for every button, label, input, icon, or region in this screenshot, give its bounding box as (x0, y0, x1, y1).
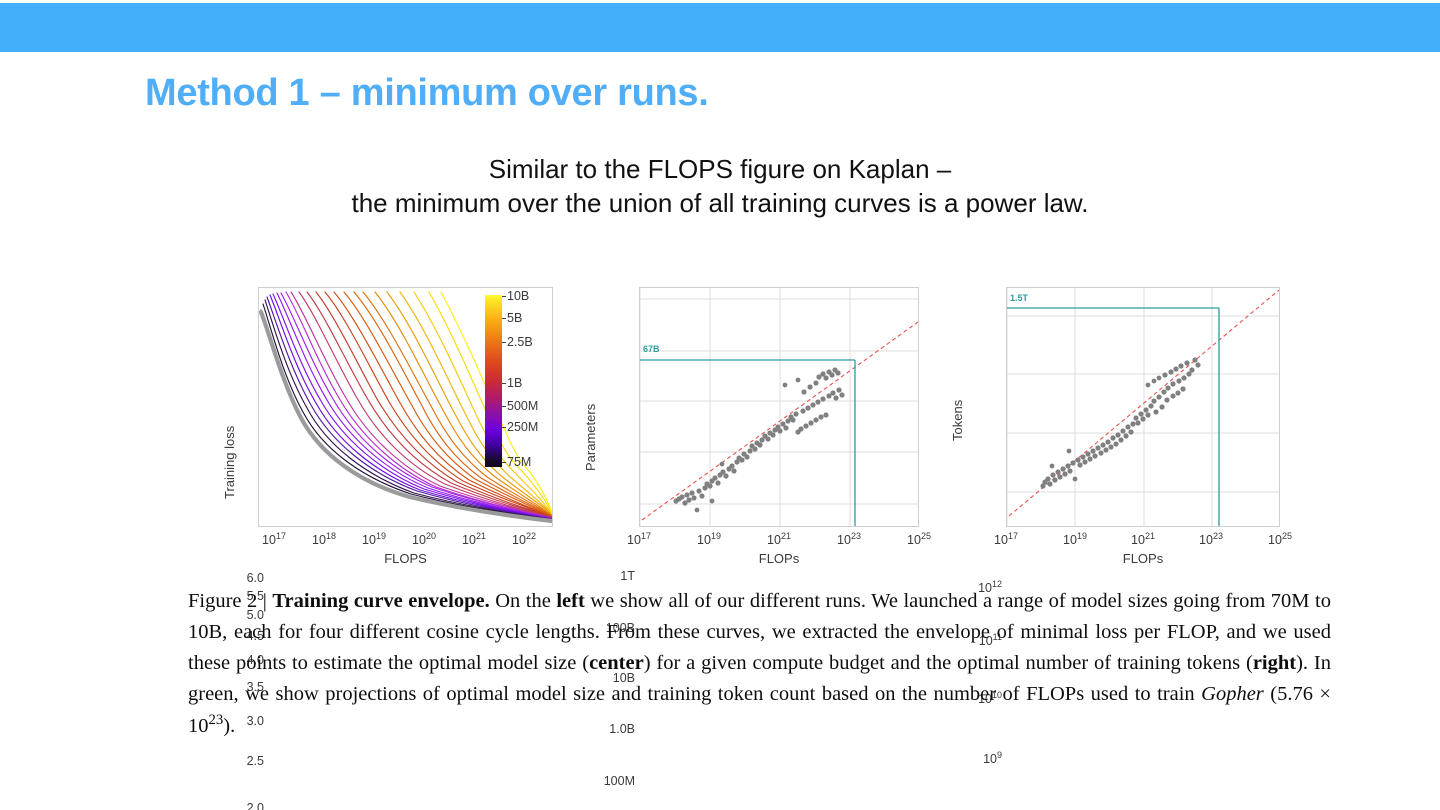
chart-right-xtick: 1023 (1199, 530, 1223, 547)
chart-center-xtick: 1025 (907, 530, 931, 547)
chart-center-ytick: 100B (605, 621, 635, 635)
chart-left-plot-area (258, 287, 553, 527)
caption-text-3: ) for a given compute budget and the opt… (643, 652, 1253, 675)
chart-right-xtick: 1025 (1268, 530, 1292, 547)
chart-right-xtick: 1019 (1063, 530, 1087, 547)
chart-left-ytick: 4.5 (246, 629, 264, 643)
caption-bold-title: Training curve envelope. (272, 590, 490, 612)
chart-right-projection (1007, 307, 1220, 526)
chart-right-projection-label: 1.5T (1010, 293, 1029, 303)
chart-left-xtick: 1019 (362, 530, 386, 547)
chart-center-ytick: 100M (603, 774, 635, 788)
caption-text-6: ). (223, 714, 236, 737)
chart-left-ytick: 4.0 (246, 653, 264, 667)
caption-text-2: we show all of our different runs. We la… (188, 590, 1331, 675)
chart-left-xtick: 1022 (512, 530, 536, 547)
colorbar-gradient (485, 295, 502, 467)
chart-left-ytick: 5.0 (246, 608, 264, 622)
chart-left-xtick: 1021 (462, 530, 486, 547)
subtitle-line-1: Similar to the FLOPS figure on Kaplan – (488, 154, 952, 184)
chart-right-plot-area (1006, 287, 1280, 527)
chart-left-training-loss: Training loss 6.0 5.5 5.0 4.5 4.0 3.5 3.… (208, 281, 560, 810)
chart-right-xlabel: FLOPs (1122, 551, 1164, 566)
chart-right-scatter (1040, 357, 1201, 489)
caption-text-5: (5.76 × 10 (188, 683, 1331, 737)
page-title: Method 1 – minimum over runs. (145, 72, 709, 114)
chart-left-xlabel: FLOPS (384, 551, 427, 566)
colorbar-tick: 10B (502, 289, 529, 303)
chart-left-ylabel: Training loss (222, 425, 237, 499)
subtitle: Similar to the FLOPS figure on Kaplan – … (0, 152, 1440, 221)
colorbar-tick: 2.5B (502, 335, 533, 349)
caption-exponent: 23 (208, 711, 224, 728)
caption-text-4: ). In green, we show projections of opti… (188, 652, 1332, 706)
chart-center-ytick: 10B (612, 671, 635, 685)
figure-caption: Figure 2 | Training curve envelope. On t… (188, 586, 1331, 742)
caption-text-1: On the (489, 590, 557, 612)
colorbar-tick: 5B (502, 311, 522, 325)
chart-right-ytick: 1012 (978, 578, 1002, 595)
chart-center-plot-area (639, 287, 919, 527)
chart-right-tokens: Tokens 1012 1011 1010 109 (940, 281, 1292, 766)
chart-center-xlabel: FLOPs (758, 551, 800, 566)
colorbar-tick: 500M (502, 399, 538, 413)
chart-left-svg (259, 291, 552, 524)
chart-left-xtick: 1017 (262, 530, 286, 547)
chart-right-xtick: 1021 (1131, 530, 1155, 547)
colorbar-tick: 250M (502, 420, 538, 434)
caption-prefix: Figure 2 | (188, 590, 273, 612)
chart-right-ylabel: Tokens (950, 399, 965, 441)
caption-bold-center: center (589, 652, 644, 675)
chart-left-ytick: 3.5 (246, 680, 264, 694)
chart-center-fit-line (641, 321, 918, 521)
subtitle-line-2: the minimum over the union of all traini… (351, 188, 1089, 219)
chart-left-envelope (259, 309, 552, 524)
chart-center-xtick: 1019 (697, 530, 721, 547)
chart-center-scatter (673, 367, 845, 513)
top-banner (0, 3, 1440, 52)
caption-italic-gopher: Gopher (1201, 683, 1264, 706)
chart-center-projection (640, 359, 856, 526)
colorbar-tick: 75M (502, 455, 531, 469)
chart-right-svg (1007, 288, 1279, 526)
caption-bold-right: right (1252, 652, 1297, 675)
chart-right-ytick: 1011 (978, 631, 1002, 648)
chart-center-ylabel: Parameters (583, 403, 598, 471)
chart-center-ytick: 1.0B (609, 722, 635, 736)
chart-left-ytick: 2.5 (246, 754, 264, 768)
chart-left-xtick: 1020 (412, 530, 436, 547)
chart-right-xtick: 1017 (994, 530, 1018, 547)
chart-left-ytick: 5.5 (246, 589, 264, 603)
chart-center-parameters: Parameters 1T 100B 10B 1.0B 100M (573, 281, 931, 788)
chart-left-ytick: 3.0 (246, 714, 264, 728)
chart-center-ytick: 1T (620, 569, 635, 583)
figure-2: Training loss 6.0 5.5 5.0 4.5 4.0 3.5 3.… (208, 281, 1292, 810)
chart-left-xtick: 1018 (312, 530, 336, 547)
chart-center-xtick: 1017 (627, 530, 651, 547)
chart-right-ytick: 109 (983, 749, 1002, 766)
chart-center-svg (640, 288, 918, 526)
colorbar-tick: 1B (502, 376, 522, 390)
chart-right-ytick: 1010 (978, 689, 1002, 706)
chart-center-xtick: 1021 (767, 530, 791, 547)
chart-left-ytick: 2.0 (246, 801, 264, 810)
chart-left-ytick: 6.0 (246, 571, 264, 585)
chart-center-projection-label: 67B (643, 344, 660, 354)
caption-bold-left: left (556, 590, 585, 612)
chart-center-xtick: 1023 (837, 530, 861, 547)
